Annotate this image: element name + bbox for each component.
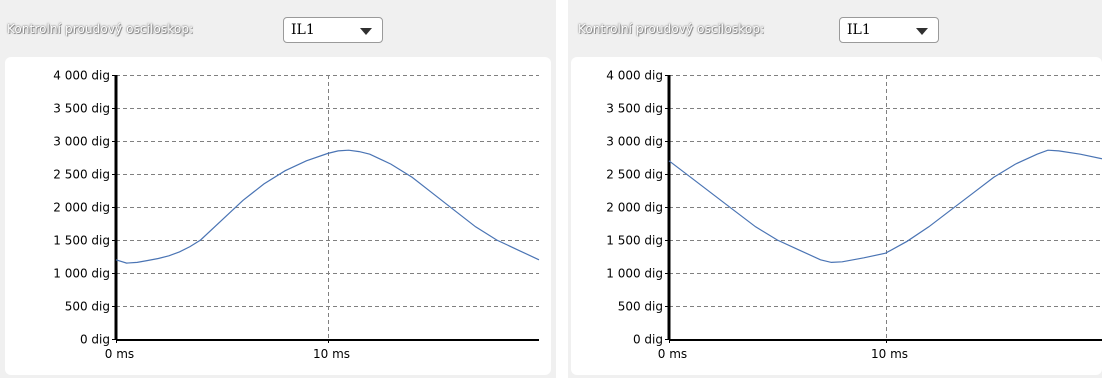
y-tick-label: 3 000 dig [606, 135, 663, 149]
phase-select-value: IL1 [291, 22, 315, 38]
x-tick-label: 10 ms [313, 347, 350, 361]
y-tick-label: 0 dig [80, 333, 110, 347]
y-tick-label: 500 dig [65, 300, 110, 314]
series-line [668, 149, 1102, 264]
plot-area: 0 dig 500 dig 1 000 dig 1 500 dig 2 000 dig 2… [571, 57, 1102, 375]
y-tick-label: 2 000 dig [606, 201, 663, 215]
phase-select[interactable]: IL1 [283, 17, 383, 43]
y-tick-label: 0 dig [633, 333, 663, 347]
y-tick-label: 1 500 dig [606, 234, 663, 248]
y-tick-label: 3 500 dig [53, 102, 110, 116]
chevron-down-icon[interactable] [916, 28, 928, 35]
y-tick-label: 3 500 dig [606, 102, 663, 116]
phase-select[interactable]: IL1 [839, 17, 939, 43]
x-tick-label: 0 ms [105, 347, 134, 361]
y-tick-label: 2 000 dig [53, 201, 110, 215]
oscilloscope-label: Kontrolní proudový osciloskop: [7, 22, 194, 36]
series-line [115, 149, 540, 264]
oscilloscope-chart: 0 dig 500 dig 1 000 dig 1 500 dig 2 000 dig 2… [53, 69, 540, 361]
y-tick-label: 4 000 dig [53, 69, 110, 83]
x-tick-label: 10 ms [871, 347, 908, 361]
y-tick-label: 1 000 dig [53, 267, 110, 281]
y-tick-label: 500 dig [618, 300, 663, 314]
y-tick-label: 1 500 dig [53, 234, 110, 248]
y-tick-label: 2 500 dig [53, 168, 110, 182]
chevron-down-icon[interactable] [360, 28, 372, 35]
phase-select-value: IL1 [847, 22, 871, 38]
y-tick-label: 2 500 dig [606, 168, 663, 182]
oscilloscope-panel-left: Kontrolní proudový osciloskop: IL1 0 dig… [0, 0, 556, 378]
y-tick-label: 4 000 dig [606, 69, 663, 83]
oscilloscope-label: Kontrolní proudový osciloskop: [578, 22, 765, 36]
y-tick-label: 1 000 dig [606, 267, 663, 281]
y-tick-label: 3 000 dig [53, 135, 110, 149]
oscilloscope-chart: 0 dig 500 dig 1 000 dig 1 500 dig 2 000 dig 2… [606, 69, 1102, 361]
oscilloscope-panel-right: Kontrolní proudový osciloskop: IL1 0 dig… [568, 0, 1102, 378]
plot-area: 0 dig 500 dig 1 000 dig 1 500 dig 2 000 dig 2… [5, 57, 551, 375]
x-tick-label: 0 ms [658, 347, 687, 361]
